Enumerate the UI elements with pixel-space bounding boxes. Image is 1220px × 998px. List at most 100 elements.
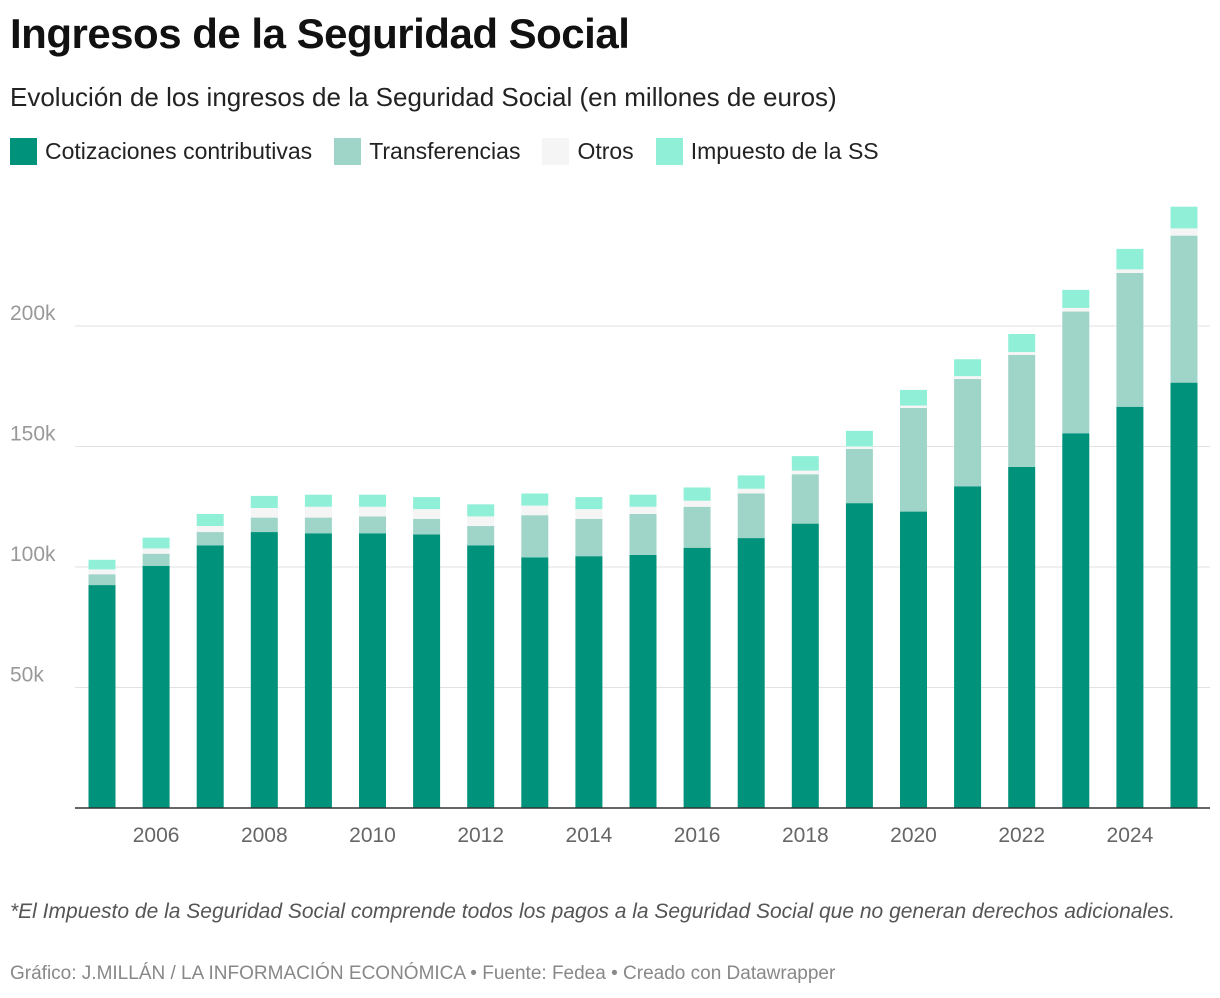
bar-segment xyxy=(954,359,982,377)
legend-label: Transferencias xyxy=(369,138,521,164)
bar-segment xyxy=(304,494,332,507)
bar-stack-2010 xyxy=(359,494,386,808)
legend-item-otros: Otros xyxy=(542,138,634,165)
bar-segment xyxy=(845,446,873,449)
bar-segment xyxy=(142,565,170,808)
bar-segment xyxy=(1116,248,1144,270)
bar-segment xyxy=(1116,406,1144,808)
bar-segment xyxy=(196,513,224,527)
bar-segment xyxy=(1116,272,1144,407)
bar-segment xyxy=(304,517,332,534)
bar-segment xyxy=(900,407,927,512)
bar-stack-2020 xyxy=(900,389,927,808)
x-tick-label: 2014 xyxy=(566,824,613,847)
bar-segment xyxy=(791,456,819,471)
bar-segment xyxy=(521,493,549,506)
bar-segment xyxy=(88,574,116,586)
bar-segment xyxy=(575,497,603,510)
bar-stack-2012 xyxy=(467,504,495,808)
bar-segment xyxy=(88,559,116,570)
bar-segment xyxy=(88,585,116,808)
bars xyxy=(88,206,1198,808)
bar-stack-2006 xyxy=(142,537,170,808)
bar-segment xyxy=(250,507,278,518)
bar-segment xyxy=(1170,206,1198,229)
bar-segment xyxy=(250,517,278,533)
bar-stack-2009 xyxy=(304,494,332,808)
bar-segment xyxy=(196,545,224,808)
x-tick-label: 2010 xyxy=(349,824,396,847)
bar-segment xyxy=(304,533,332,808)
bar-segment xyxy=(413,518,441,535)
bar-segment xyxy=(575,509,603,519)
bar-segment xyxy=(1008,466,1036,808)
bar-segment xyxy=(629,513,657,555)
bar-segment xyxy=(250,495,278,508)
bar-segment xyxy=(413,497,441,510)
bar-stack-2014 xyxy=(575,497,603,808)
x-tick-label: 2020 xyxy=(890,824,937,847)
y-tick-label: 50k xyxy=(10,664,44,687)
x-tick-label: 2008 xyxy=(241,824,288,847)
bar-segment xyxy=(467,516,495,527)
y-tick-label: 100k xyxy=(10,543,56,566)
bar-segment xyxy=(359,516,386,534)
bar-segment xyxy=(791,474,819,524)
bar-stack-2007 xyxy=(196,513,224,808)
bar-segment xyxy=(845,448,873,504)
bar-segment xyxy=(359,533,386,808)
bar-segment xyxy=(1008,352,1036,355)
bar-segment xyxy=(629,494,657,507)
bar-segment xyxy=(467,504,495,517)
legend-label: Otros xyxy=(577,138,634,164)
credit-line: Gráfico: J.MILLÁN / LA INFORMACIÓN ECONÓ… xyxy=(10,963,836,984)
legend-swatch xyxy=(10,138,37,165)
bar-segment xyxy=(88,569,116,575)
footnote: *El Impuesto de la Seguridad Social comp… xyxy=(10,900,1176,923)
chart-title: Ingresos de la Seguridad Social xyxy=(10,10,630,57)
bar-stack-2013 xyxy=(521,493,549,808)
bar-segment xyxy=(791,470,819,475)
bar-segment xyxy=(954,379,982,487)
bar-segment xyxy=(467,545,495,808)
bar-segment xyxy=(629,506,657,514)
bar-stack-2022 xyxy=(1008,333,1036,808)
bar-segment xyxy=(737,475,765,489)
legend: Cotizaciones contributivas Transferencia… xyxy=(10,138,901,165)
x-tick-label: 2022 xyxy=(998,824,1045,847)
bar-segment xyxy=(629,554,657,808)
bar-segment xyxy=(359,494,386,507)
bar-segment xyxy=(142,553,170,566)
bar-segment xyxy=(304,506,332,518)
legend-item-cotizaciones: Cotizaciones contributivas xyxy=(10,138,312,165)
bar-segment xyxy=(142,548,170,554)
bar-segment xyxy=(1062,433,1090,808)
x-tick-label: 2018 xyxy=(782,824,829,847)
bar-segment xyxy=(683,547,711,808)
bar-segment xyxy=(467,526,495,546)
bar-segment xyxy=(359,506,386,517)
bar-segment xyxy=(413,509,441,519)
bar-segment xyxy=(683,500,711,507)
bar-segment xyxy=(1062,289,1090,308)
bar-segment xyxy=(521,557,549,808)
y-tick-label: 200k xyxy=(10,302,56,325)
legend-swatch xyxy=(655,138,683,165)
x-tick-label: 2016 xyxy=(674,824,721,847)
legend-swatch xyxy=(542,138,570,165)
bar-segment xyxy=(900,511,927,808)
bar-segment xyxy=(845,430,873,447)
bar-stack-2008 xyxy=(250,495,278,808)
bar-segment xyxy=(954,486,982,808)
bar-segment xyxy=(1116,269,1144,273)
bar-segment xyxy=(845,503,873,808)
legend-item-impuesto: Impuesto de la SS xyxy=(655,138,879,165)
bar-stack-2018 xyxy=(791,456,819,808)
legend-label: Impuesto de la SS xyxy=(690,138,879,164)
bar-segment xyxy=(413,534,441,808)
legend-item-transferencias: Transferencias xyxy=(334,138,520,165)
bar-segment xyxy=(1008,354,1036,467)
legend-label: Cotizaciones contributivas xyxy=(45,138,313,164)
bar-segment xyxy=(791,523,819,808)
x-tick-label: 2006 xyxy=(133,824,180,847)
